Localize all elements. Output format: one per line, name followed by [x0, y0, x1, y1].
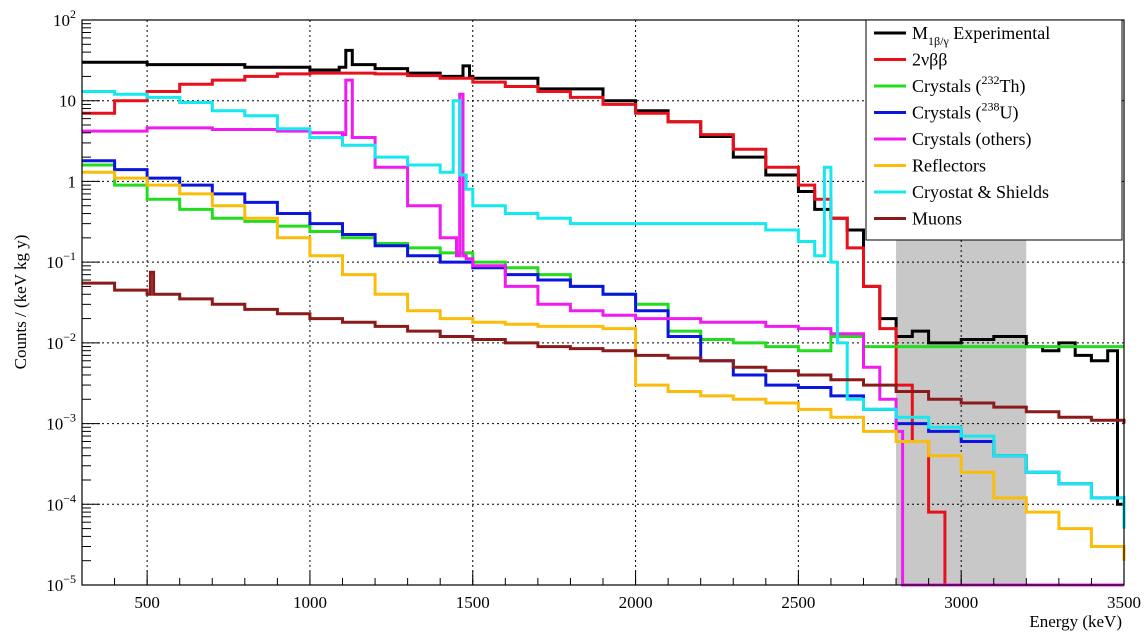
- x-axis-title: Energy (keV): [1029, 612, 1122, 631]
- y-tick-base: 10: [46, 495, 63, 514]
- y-tick-label: 10−2: [46, 330, 76, 353]
- legend-label: M1β/γ Experimental: [912, 23, 1050, 48]
- legend-label-main: M: [912, 23, 928, 43]
- y-tick-base: 10: [53, 11, 70, 30]
- y-tick-label: 10−3: [46, 411, 76, 434]
- legend-label-sup: 232: [982, 73, 1000, 87]
- y-axis-title: Counts / (keV kg y): [11, 235, 30, 370]
- legend-label-main: Crystals (others): [912, 129, 1031, 150]
- x-tick-label: 3500: [1107, 593, 1141, 612]
- legend-label-main: Muons: [912, 209, 962, 229]
- series-layer: [82, 48, 1126, 587]
- y-tick-base: 10: [46, 334, 63, 353]
- legend-label: 2νββ: [912, 50, 947, 70]
- series-line-1: [82, 71, 1124, 587]
- legend-label-main: Crystals (: [912, 76, 982, 97]
- x-tick-label: 1000: [293, 593, 327, 612]
- legend-label: Muons: [912, 209, 962, 229]
- legend-label-main: Crystals (: [912, 103, 982, 124]
- legend-label: Crystals (238U): [912, 100, 1019, 124]
- tick-layer: [81, 19, 1125, 586]
- y-tick-label: 1: [68, 172, 77, 191]
- legend-label-main: Reflectors: [912, 156, 986, 176]
- y-tick-base: 10: [46, 576, 63, 595]
- series-line-6: [82, 90, 1126, 529]
- x-tick-label: 500: [134, 593, 160, 612]
- x-tick-label: 1500: [456, 593, 490, 612]
- y-tick-exponent: −2: [63, 330, 76, 344]
- y-tick-exponent: 2: [70, 7, 76, 21]
- x-tick-label: 2500: [781, 593, 815, 612]
- legend-label-suffix: Experimental: [949, 23, 1050, 43]
- legend-label-main: Cryostat & Shields: [912, 182, 1049, 202]
- y-tick-exponent: −4: [63, 491, 76, 505]
- y-tick-label: 102: [53, 7, 76, 30]
- y-tick-label: 10−5: [46, 572, 76, 595]
- legend-label-sub: 1β/γ: [928, 34, 949, 48]
- legend-label: Crystals (232Th): [912, 73, 1026, 97]
- tick-label-layer: 500 1000 1500 2000 2500 3000 350010210110−110−…: [46, 7, 1141, 612]
- legend-box: [865, 19, 1123, 241]
- y-tick-exponent: −1: [63, 249, 76, 263]
- series-line-4: [82, 78, 1124, 587]
- y-tick-label: 10: [59, 92, 76, 111]
- y-tick-label: 10−4: [46, 491, 76, 514]
- legend-label-suffix: U): [1000, 103, 1019, 124]
- y-tick-exponent: −3: [63, 411, 76, 425]
- series-line-7: [82, 270, 1126, 424]
- y-tick-base: 10: [46, 415, 63, 434]
- y-tick-base: 10: [46, 253, 63, 272]
- legend-label: Crystals (others): [912, 129, 1031, 150]
- y-tick-exponent: −5: [63, 572, 76, 586]
- legend-label-main: 2νββ: [912, 50, 947, 70]
- series-line-5: [82, 170, 1126, 561]
- legend-label-sup: 238: [982, 100, 1000, 114]
- legend-label: Reflectors: [912, 156, 986, 176]
- legend-label-suffix: Th): [1000, 76, 1026, 97]
- x-tick-label: 3000: [944, 593, 978, 612]
- x-tick-label: 2000: [619, 593, 653, 612]
- y-tick-label: 10−1: [46, 249, 76, 272]
- legend-label: Cryostat & Shields: [912, 182, 1049, 202]
